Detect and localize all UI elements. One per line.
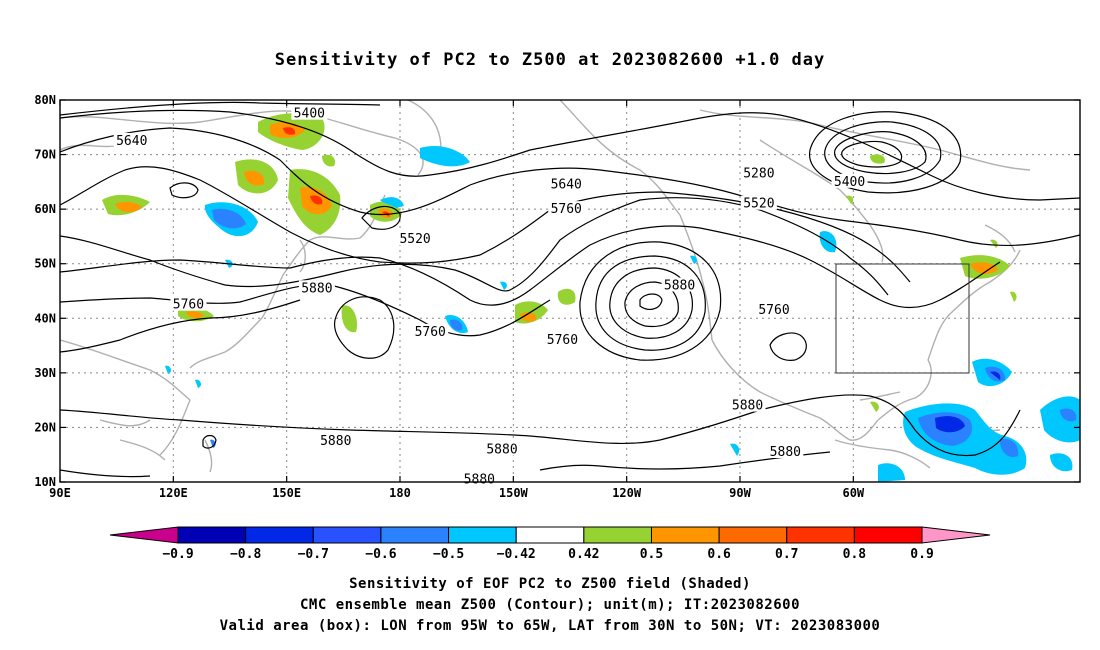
colorbar-box <box>583 526 652 544</box>
colorbar-box <box>853 526 923 544</box>
colorbar-label: 0.5 <box>640 547 663 562</box>
contour-label: 5640 <box>116 134 147 149</box>
colorbar-label: −0.9 <box>162 547 193 562</box>
contour-label-bg <box>484 441 520 456</box>
contour-label-bg <box>740 195 777 210</box>
lon-tick-label: 150E <box>272 486 301 500</box>
contour-label-bg <box>412 323 449 338</box>
contour-label-bg <box>548 201 585 216</box>
colorbar-box <box>650 526 720 544</box>
colorbar-label: −0.5 <box>433 547 464 562</box>
lat-tick-label: 30N <box>34 366 56 380</box>
colorbar-label: 0.7 <box>775 547 798 562</box>
colorbar-label: −0.8 <box>230 547 261 562</box>
colorbar-box <box>448 526 517 544</box>
colorbar-label: −0.42 <box>497 547 536 562</box>
colorbar-label: 0.42 <box>568 547 599 562</box>
colorbar-label: 0.8 <box>843 547 867 562</box>
valid-area-box <box>835 263 970 374</box>
lat-tick-label: 60N <box>34 202 56 216</box>
colorbar-box <box>312 526 382 544</box>
colorbar-box <box>245 526 314 544</box>
contour-label-bg <box>767 443 804 458</box>
contour-label: 5400 <box>294 107 325 122</box>
contour-label-bg <box>740 165 777 180</box>
lat-tick-label: 70N <box>34 148 56 162</box>
colorbar: −0.9 −0.8 −0.7 −0.6 −0.5 −0.42 0.42 0.5 0.6 0.7 0.… <box>109 526 991 562</box>
contour-label: 5880 <box>464 472 495 487</box>
contour-label: 5760 <box>173 298 204 313</box>
map-frame <box>59 99 1081 483</box>
lon-tick-label: 60W <box>842 486 864 500</box>
contour-label-bg <box>831 173 868 188</box>
colorbar-label: −0.6 <box>365 547 396 562</box>
coastlines <box>60 100 1031 473</box>
contour-label-bg <box>298 280 335 295</box>
contour-labels: 5400 5640 5520 5640 5760 5880 5760 5760 5760 5880… <box>113 105 868 487</box>
contour-label: 5760 <box>551 202 582 217</box>
contour-label: 5880 <box>486 442 517 457</box>
lon-tick-label: 150W <box>499 486 529 500</box>
z500-contours <box>60 101 1080 478</box>
colorbar-low-extend <box>109 526 179 544</box>
sensitivity-shading <box>102 113 1080 482</box>
contour-label-bg <box>756 302 792 317</box>
contour-label: 5760 <box>758 303 789 318</box>
contour-label-bg <box>544 332 581 347</box>
colorbar-label: −0.7 <box>298 547 329 562</box>
lon-tick-label: 180 <box>389 486 411 500</box>
lon-tick-label: 120E <box>159 486 188 500</box>
contour-label: 5880 <box>301 281 332 296</box>
colorbar-box <box>515 526 585 544</box>
contour-label: 5880 <box>732 399 763 414</box>
colorbar-box <box>380 526 450 544</box>
plot-title: Sensitivity of PC2 to Z500 at 2023082600… <box>274 50 826 70</box>
contour-label: 5880 <box>664 279 695 294</box>
colorbar-label: 0.9 <box>910 547 933 562</box>
contour-label: 5880 <box>770 445 801 460</box>
colorbar-box <box>718 526 788 544</box>
lat-tick-label: 20N <box>34 420 56 434</box>
lat-tick-label: 80N <box>34 93 56 107</box>
contour-label: 5400 <box>834 175 865 190</box>
caption-line-1: Sensitivity of EOF PC2 to Z500 field (Sh… <box>349 576 751 592</box>
contour-label: 5520 <box>743 197 774 212</box>
colorbar-label: 0.6 <box>707 547 731 562</box>
contour-label: 5760 <box>547 333 578 348</box>
contour-label: 5760 <box>415 325 446 340</box>
contour-label-bg <box>113 132 150 147</box>
lat-tick-label: 40N <box>34 311 56 325</box>
lat-tick-label: 10N <box>34 475 56 489</box>
lon-tick-label: 120W <box>612 486 642 500</box>
contour-label: 5640 <box>551 178 582 193</box>
lat-tick-label: 50N <box>34 257 56 271</box>
contour-label-bg <box>397 231 434 246</box>
contour-label-bg <box>291 105 328 120</box>
colorbar-box <box>786 526 855 544</box>
contour-label: 5520 <box>399 232 430 247</box>
axis-ticks: 90E 120E 150E 180 150W 120W 90W 60W 80N 70N 60N 50N… <box>34 93 1080 500</box>
lon-tick-label: 90W <box>729 486 751 500</box>
caption-block: Sensitivity of EOF PC2 to Z500 field (Sh… <box>0 574 1100 637</box>
contour-label: 5280 <box>743 167 774 182</box>
caption-line-2: CMC ensemble mean Z500 (Contour); unit(m… <box>299 597 800 613</box>
caption-line-3: Valid area (box): LON from 95W to 65W, L… <box>219 618 881 634</box>
contour-label: 5880 <box>320 434 351 449</box>
contour-label-bg <box>548 176 585 191</box>
contour-label-bg <box>661 277 698 292</box>
colorbar-box <box>177 526 247 544</box>
contour-label-bg <box>317 433 354 448</box>
colorbar-high-extend <box>921 526 991 544</box>
lon-tick-label: 90E <box>49 486 71 500</box>
contour-label-bg <box>170 296 207 311</box>
contour-label-bg <box>729 397 766 412</box>
